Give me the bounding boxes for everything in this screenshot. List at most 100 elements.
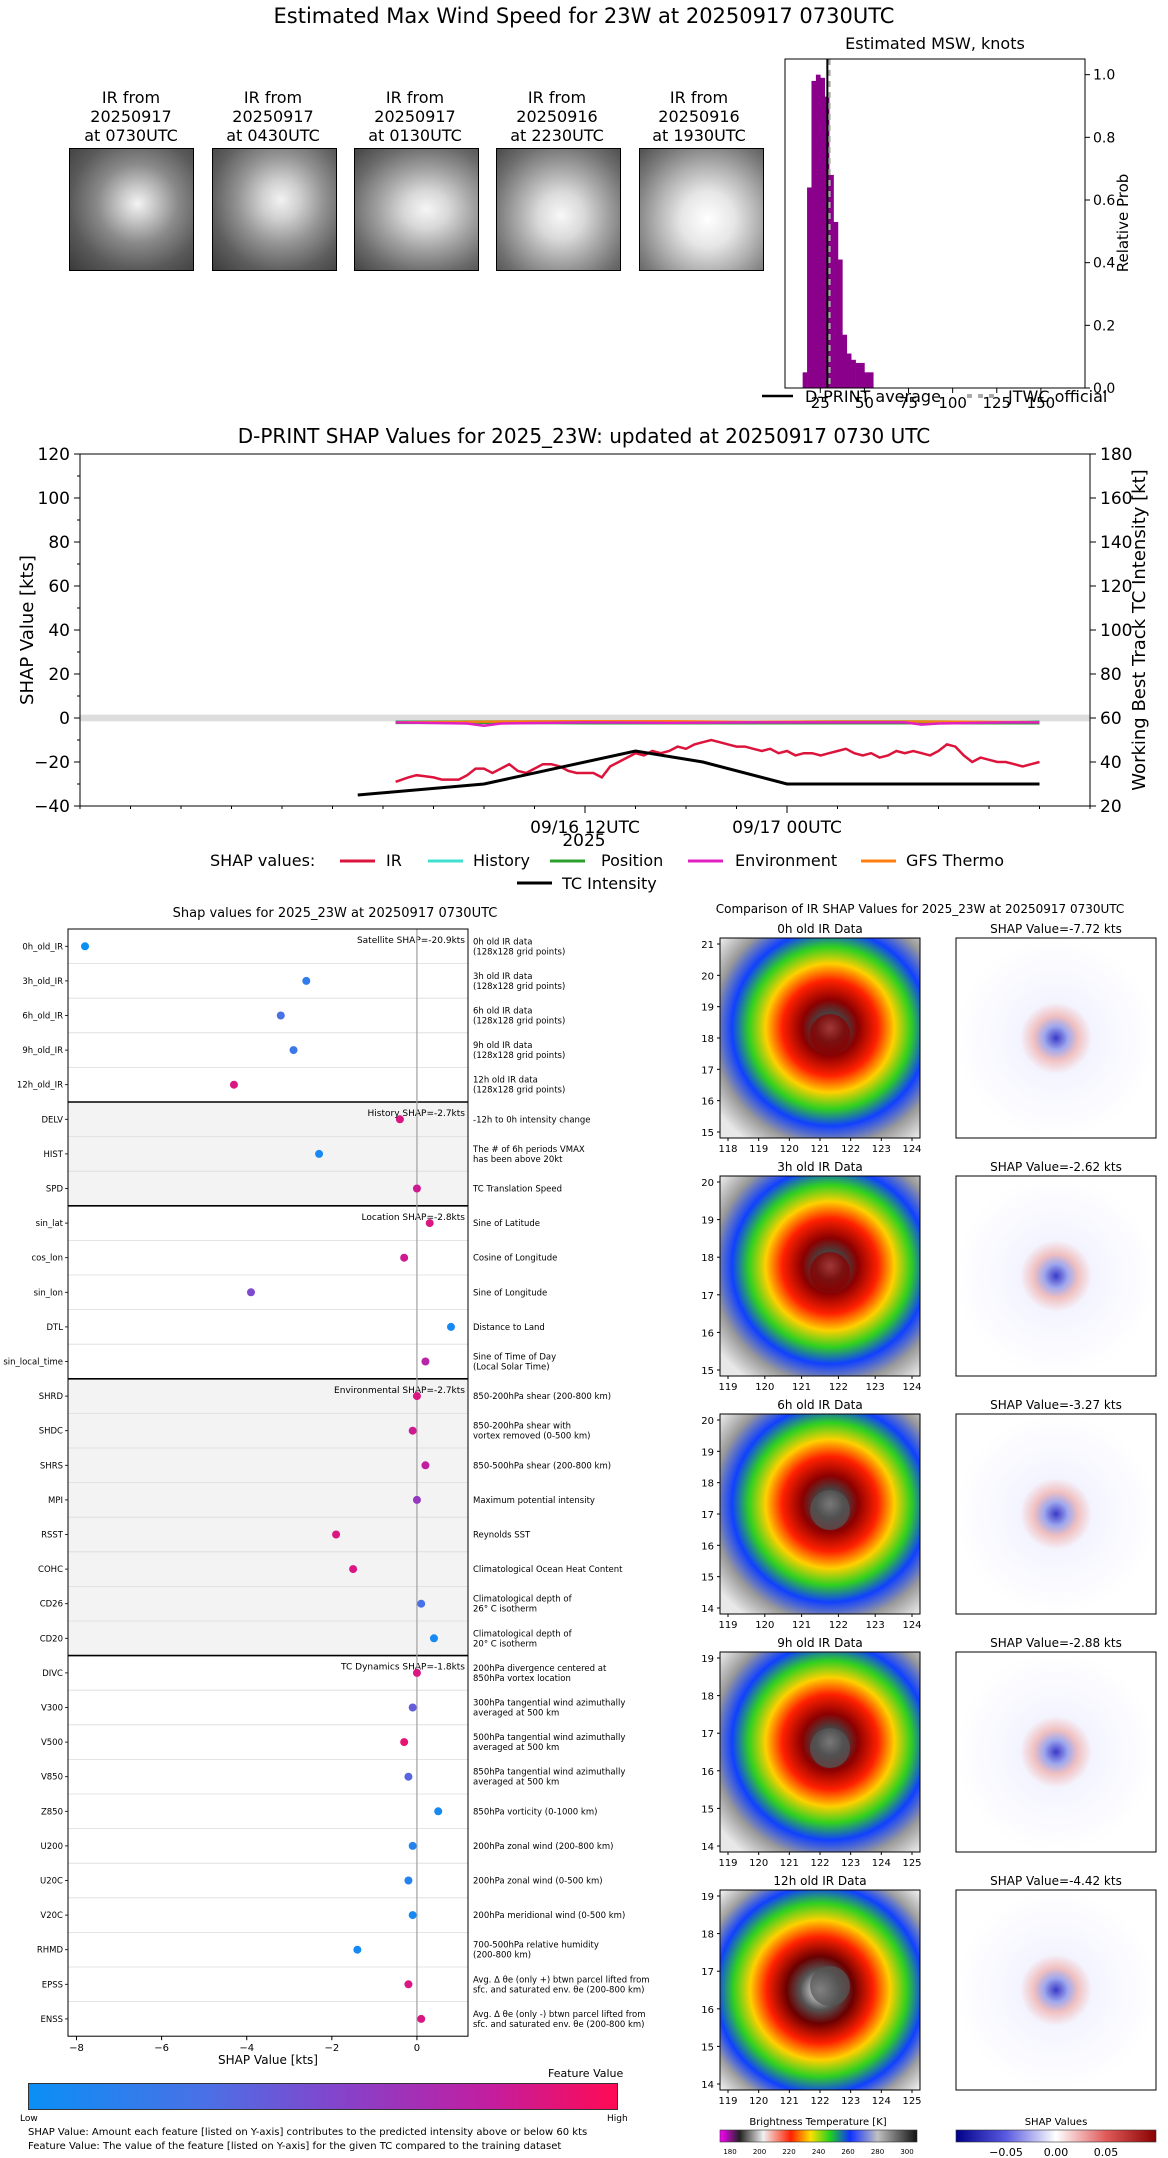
legend-tc-label: TC Intensity [561, 874, 657, 893]
right-ytick-label: 20 [1100, 797, 1122, 817]
feature-description: 3h old IR data [473, 972, 532, 982]
histogram-bar [802, 372, 808, 388]
legend-dprint-label: D-PRINT average [805, 387, 941, 406]
feature-name: RHMD [37, 1946, 64, 1956]
ir-map-xtick-label: 119 [749, 1144, 768, 1155]
left-ytick-label: 40 [48, 621, 70, 641]
feature-name: 3h_old_IR [22, 977, 63, 987]
histogram-xtick-label: 100 [938, 394, 967, 408]
footnote-shap: SHAP Value: Amount each feature [listed … [28, 2127, 588, 2138]
feature-name: DTL [47, 1323, 64, 1333]
shap-map [955, 1413, 1157, 1615]
shap-point [395, 1115, 404, 1124]
ir-map-xtick-label: 123 [872, 1144, 891, 1155]
ir-map-ytick-label: 14 [701, 1842, 714, 1853]
ir-map-title: 6h old IR Data [777, 1398, 863, 1412]
shap-point [412, 1184, 421, 1193]
feature-name: 0h_old_IR [22, 942, 63, 952]
shap-map-title: SHAP Value=-3.27 kts [990, 1398, 1122, 1412]
ir-map-xtick-label: 120 [749, 1858, 768, 1869]
ir-map-xtick-label: 120 [749, 2096, 768, 2107]
bt-colorbar-tick: 220 [782, 2148, 795, 2156]
feature-description: Reynolds SST [473, 1531, 531, 1541]
ir-map-xtick-label: 119 [718, 2096, 737, 2107]
ir-map-title: 12h old IR Data [773, 1874, 866, 1888]
ir-thumbnail-image [212, 148, 337, 271]
histogram-bar [820, 77, 826, 389]
feature-description: Sine of Longitude [473, 1288, 547, 1298]
ir-map-ytick-label: 16 [701, 2005, 714, 2016]
ir-map-ytick-label: 17 [701, 1065, 714, 1076]
shap-point [400, 1738, 409, 1747]
feature-description: vortex removed (0-500 km) [473, 1432, 590, 1442]
feature-xtick-label: −4 [239, 2043, 254, 2054]
left-ytick-label: 60 [48, 577, 70, 597]
ir-map-xtick-label: 120 [755, 1620, 774, 1631]
feature-description: Climatological depth of [473, 1595, 573, 1605]
histogram-bar [833, 221, 839, 388]
ir-map-xtick-label: 121 [780, 1858, 799, 1869]
left-ytick-label: −40 [34, 797, 70, 817]
legend-history-label: History [473, 851, 530, 870]
ir-map-ytick-label: 18 [701, 1692, 714, 1703]
feature-description: averaged at 500 km [473, 1709, 559, 1719]
feature-name: cos_lon [31, 1254, 63, 1264]
group-label: Satellite SHAP=-20.9kts [357, 936, 465, 946]
feature-description: 850-500hPa shear (200-800 km) [473, 1461, 611, 1471]
ir-map-core [810, 1728, 850, 1768]
histogram-bar [860, 362, 865, 388]
ir-map-ytick-label: 19 [701, 1003, 714, 1014]
shap-point [400, 1253, 409, 1262]
page-title: Estimated Max Wind Speed for 23W at 2025… [273, 4, 895, 28]
feature-name: CD20 [40, 1634, 63, 1644]
histogram-bar [868, 372, 874, 388]
histogram-bar [864, 372, 870, 388]
feature-description: Climatological depth of [473, 1629, 573, 1639]
feature-description: sfc. and saturated env. θe (200-800 km) [473, 1985, 645, 1995]
shap-point [229, 1080, 238, 1089]
feature-name: RSST [41, 1531, 64, 1541]
feature-description: averaged at 500 km [473, 1778, 559, 1788]
feature-description: 850hPa tangential wind azimuthally [473, 1768, 625, 1778]
shap-point [412, 1668, 421, 1677]
feature-name: sin_local_time [3, 1358, 63, 1368]
ir-map-ytick-label: 16 [701, 1767, 714, 1778]
ir-map-xtick-label: 124 [902, 1620, 921, 1631]
shap-point [408, 1703, 417, 1712]
ir-map-ytick-label: 20 [701, 1416, 714, 1427]
feature-description: 300hPa tangential wind azimuthally [473, 1699, 625, 1709]
feature-name: DELV [41, 1115, 63, 1125]
right-ytick-label: 40 [1100, 753, 1122, 773]
ir-map-xtick-label: 120 [780, 1144, 799, 1155]
feature-value-colorbar-title: Feature Value [548, 2067, 624, 2080]
feature-description: has been above 20kt [473, 1155, 563, 1165]
shap-point [446, 1322, 455, 1331]
ir-map-xtick-label: 120 [755, 1382, 774, 1393]
ir-map-xtick-label: 121 [780, 2096, 799, 2107]
feature-name: HIST [44, 1150, 64, 1160]
feature-name: 12h_old_IR [17, 1081, 63, 1091]
shap-map [955, 937, 1157, 1139]
histogram-bar [855, 362, 861, 388]
ir-map-core [810, 1490, 850, 1530]
right-ytick-label: 140 [1100, 533, 1132, 553]
shap-colorbar [955, 2129, 1157, 2143]
bt-colorbar-tick: 240 [812, 2148, 825, 2156]
ir-map-xtick-label: 122 [841, 1144, 860, 1155]
histogram-ytick-label: 0.2 [1093, 318, 1115, 334]
right-ytick-label: 100 [1100, 621, 1132, 641]
feature-description: Distance to Land [473, 1323, 545, 1333]
ir-map-ytick-label: 21 [701, 940, 714, 951]
ir-map-title: 0h old IR Data [777, 922, 863, 936]
thumb-caption: IR from 20250916 at 1930UTC [652, 88, 746, 145]
ir-map-core [810, 1014, 850, 1054]
feature-name: DIVC [42, 1669, 63, 1679]
feature-name: V20C [40, 1911, 63, 1921]
histogram-ytick-label: 0.8 [1093, 130, 1115, 146]
feature-description: (200-800 km) [473, 1951, 531, 1961]
group-label: Environmental SHAP=-2.7kts [334, 1386, 465, 1396]
ir-thumbnail-image [354, 148, 479, 271]
right-ytick-label: 180 [1100, 445, 1132, 465]
feature-frame [67, 928, 469, 2037]
msw-histogram: Estimated MSW, knots 25 50 75 100 125 150 0.0… [784, 34, 1132, 408]
